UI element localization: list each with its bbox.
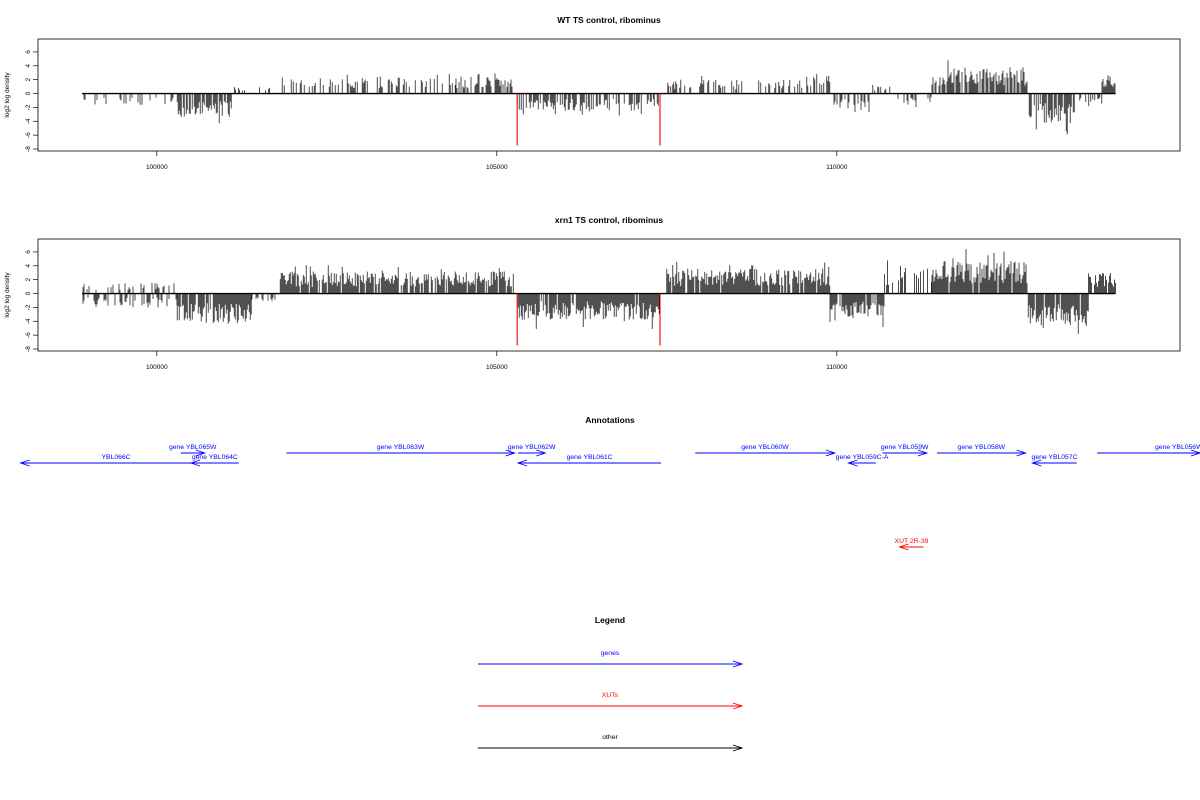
annotation-label: gene YBL059W: [881, 444, 929, 451]
arrowhead-right-icon: [1190, 449, 1200, 457]
wt-y-tick-label: 2: [25, 77, 32, 81]
arrowhead-left-icon: [898, 543, 909, 551]
wt-x-tick-label: 110000: [826, 164, 848, 171]
wt-y-tick-label: 6: [25, 50, 32, 54]
annotations-title: Annotations: [585, 415, 635, 425]
xrn1-axis-ticks: -8 -6 -4 -2 0 2 4 6 100000 105000 110000: [25, 250, 848, 371]
wt-axis-ticks: -8 -6 -4 -2 0 2 4 6 100000 105000 110000: [25, 50, 848, 171]
annotation-features: YBL066C gene YBL065W gene YBL064C gene YBL0…: [19, 444, 1200, 551]
arrowhead-right-icon: [536, 449, 547, 457]
wt-x-tick-label: 105000: [486, 164, 508, 171]
wt-coverage-bars: [82, 60, 1116, 146]
arrowhead-right-icon: [195, 449, 207, 457]
wt-y-tick-label: -2: [25, 104, 32, 110]
xrn1-y-tick-label: -8: [25, 346, 32, 352]
xrn1-plot-frame: [37, 238, 1181, 352]
arrowhead-right-icon: [1016, 449, 1028, 457]
arrowhead-left-icon: [847, 459, 858, 467]
arrowhead-right-icon: [825, 449, 837, 457]
arrowhead-left-icon: [189, 459, 201, 467]
legend-items: genes XUTs other: [478, 650, 744, 752]
xrn1-y-tick-label: 2: [25, 277, 32, 281]
annotation-label: gene YBL063W: [377, 444, 425, 451]
xrn1-y-tick-label: 6: [25, 250, 32, 254]
annotation-label: gene YBL056W: [1155, 444, 1200, 451]
legend-label: XUTs: [602, 692, 619, 699]
xrn1-y-tick-label: -6: [25, 332, 32, 338]
arrowhead-right-icon: [732, 660, 744, 668]
arrowhead-right-icon: [505, 449, 517, 457]
legend-title: Legend: [595, 615, 625, 625]
wt-y-tick-label: -8: [25, 146, 32, 152]
xrn1-y-tick-label: 0: [25, 291, 32, 295]
arrowhead-left-icon: [1030, 459, 1042, 467]
xrn1-y-tick-label: -4: [25, 318, 32, 324]
wt-y-tick-label: -6: [25, 132, 32, 138]
legend-label: genes: [601, 650, 620, 657]
arrowhead-left-icon: [516, 459, 528, 467]
arrowhead-right-icon: [732, 744, 744, 752]
wt-plot-frame: [37, 38, 1181, 152]
annotation-label: XUT 2R-39: [895, 538, 929, 545]
wt-y-tick-label: 4: [25, 64, 32, 68]
annotation-label: gene YBL060W: [741, 444, 789, 451]
annotation-label: gene YBL059C-A: [836, 454, 889, 461]
arrowhead-right-icon: [917, 449, 929, 457]
annotation-label: gene YBL057C: [1032, 454, 1078, 461]
xrn1-x-tick-label: 110000: [826, 364, 848, 371]
annotation-label: gene YBL065W: [169, 444, 217, 451]
legend-panel: Legend genes XUTs other: [478, 615, 744, 752]
wt-y-tick-label: 0: [25, 91, 32, 95]
wt-panel-title: WT TS control, ribominus: [557, 15, 661, 25]
xrn1-coverage-bars: [82, 249, 1116, 346]
wt-y-axis-label: log2 log density: [4, 72, 11, 118]
xrn1-panel-title: xrn1 TS control, ribominus: [555, 215, 663, 225]
annotations-panel: Annotations YBL066C gene YBL065W gene YBL0…: [19, 415, 1200, 551]
arrowhead-right-icon: [732, 702, 744, 710]
xrn1-x-tick-label: 100000: [146, 364, 168, 371]
legend-label: other: [602, 734, 618, 741]
xrn1-y-tick-label: 4: [25, 264, 32, 268]
wt-y-tick-label: -4: [25, 118, 32, 124]
annotation-label: YBL066C: [102, 454, 131, 461]
wt-x-tick-label: 100000: [146, 164, 168, 171]
annotation-label: gene YBL062W: [508, 444, 556, 451]
xrn1-y-tick-label: -2: [25, 304, 32, 310]
arrowhead-left-icon: [19, 459, 30, 467]
annotation-label: gene YBL061C: [567, 454, 613, 461]
xrn1-y-axis-label: log2 log density: [4, 272, 11, 318]
annotation-label: gene YBL064C: [192, 454, 238, 461]
xrn1-x-tick-label: 105000: [486, 364, 508, 371]
wt-coverage-panel: WT TS control, ribominus log2 log densit…: [4, 15, 1181, 171]
annotation-label: gene YBL058W: [958, 444, 1006, 451]
xrn1-coverage-panel: xrn1 TS control, ribominus log2 log dens…: [4, 215, 1181, 371]
